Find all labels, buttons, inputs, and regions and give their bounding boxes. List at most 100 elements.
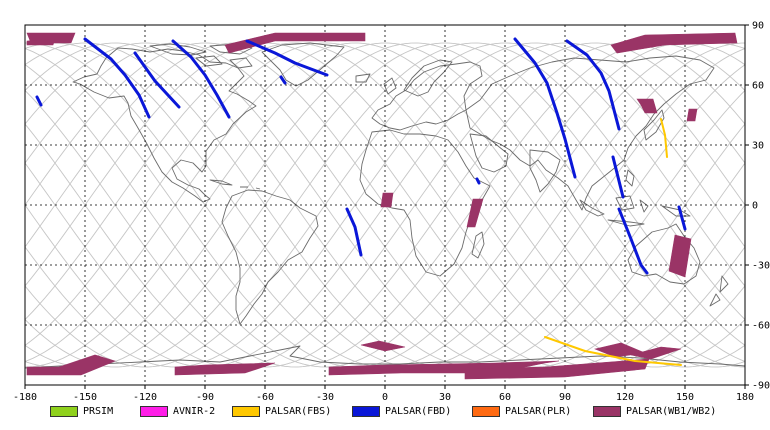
x-tick-label: -90 <box>196 392 214 403</box>
wb-swath <box>224 32 366 54</box>
legend-item-fbd: PALSAR(FBD) <box>352 404 451 418</box>
x-tick-label: 180 <box>736 392 754 403</box>
x-tick-label: 30 <box>439 392 451 403</box>
fbs-track <box>544 336 682 366</box>
x-tick-label: 150 <box>676 392 694 403</box>
south-america-coastline <box>221 189 319 325</box>
legend-item-wb: PALSAR(WB1/WB2) <box>593 404 716 418</box>
fbd-track <box>475 177 481 185</box>
new-zealand-coastline <box>709 275 729 307</box>
orbit-path <box>25 42 745 368</box>
x-tick-label: 90 <box>559 392 571 403</box>
wb-swath <box>668 234 692 278</box>
fbd-track <box>35 95 43 107</box>
x-tick-label: 0 <box>382 392 388 403</box>
legend-item-plr: PALSAR(PLR) <box>472 404 571 418</box>
legend-swatch <box>593 405 621 417</box>
x-tick-label: 120 <box>616 392 634 403</box>
fbd-tracks <box>35 37 687 275</box>
greenland-coastline <box>261 42 345 87</box>
legend-swatch <box>352 405 380 417</box>
caribbean-coastline <box>209 179 261 190</box>
wb-swath <box>360 340 406 352</box>
wb-swaths <box>26 32 738 380</box>
y-tick-label: 60 <box>752 81 764 92</box>
legend: PRSIM AVNIR-2 PALSAR(FBS) PALSAR(FBD) PA… <box>0 400 770 430</box>
y-tick-label: -60 <box>752 321 770 332</box>
orbit-path <box>25 42 745 368</box>
legend-item-avnir: AVNIR-2 <box>140 404 215 418</box>
legend-label: PALSAR(FBD) <box>385 405 452 417</box>
legend-item-fbs: PALSAR(FBS) <box>232 404 331 418</box>
orbit-path <box>25 42 745 368</box>
philippines-coastline <box>625 169 635 187</box>
wb-swath <box>26 354 116 376</box>
fbd-track <box>345 207 363 257</box>
wb-swath <box>610 32 738 54</box>
legend-label: PRSIM <box>83 405 114 417</box>
orbit-path <box>25 42 745 368</box>
orbit-path <box>25 42 745 368</box>
orbit-path <box>25 42 745 368</box>
wb-swath <box>686 108 698 122</box>
legend-swatch <box>50 405 78 417</box>
legend-label: PALSAR(FBS) <box>265 405 332 417</box>
north-america-coastline <box>72 47 257 203</box>
x-tick-label: -30 <box>316 392 334 403</box>
y-tick-label: 30 <box>752 141 764 152</box>
y-tick-label: 0 <box>752 201 758 212</box>
x-tick-label: 60 <box>499 392 511 403</box>
x-tick-label: -120 <box>133 392 157 403</box>
legend-label: AVNIR-2 <box>173 405 216 417</box>
fbd-track <box>171 39 231 119</box>
fbd-track <box>245 39 329 77</box>
legend-label: PALSAR(PLR) <box>505 405 572 417</box>
wb-swath <box>26 38 56 46</box>
legend-label: PALSAR(WB1/WB2) <box>626 405 717 417</box>
wb-swath <box>174 362 276 376</box>
india-coastline <box>529 149 561 193</box>
asia-coastline <box>465 55 715 211</box>
fbs-tracks <box>544 118 682 366</box>
wb-swath <box>380 192 394 208</box>
orbit-path <box>25 42 745 368</box>
y-tick-label: -90 <box>752 381 770 392</box>
orbit-path <box>25 42 745 368</box>
fbs-track <box>660 118 668 158</box>
wb-swath <box>466 198 484 228</box>
orbit-path <box>25 42 745 368</box>
legend-swatch <box>140 405 168 417</box>
axis-ticks: -180 -150 -120 -90 -60 -30 0 30 60 90 120 150 180 90 6… <box>13 21 770 404</box>
fbd-track <box>513 37 577 179</box>
indonesia-coastline <box>579 195 691 227</box>
y-tick-label: -30 <box>752 261 770 272</box>
orbit-path <box>25 42 745 368</box>
australia-coastline <box>627 223 701 285</box>
madagascar-coastline <box>471 231 485 259</box>
fbd-track <box>133 51 181 109</box>
x-tick-label: -60 <box>256 392 274 403</box>
orbit-path <box>25 42 745 368</box>
orbit-path <box>25 42 745 368</box>
fbd-track <box>617 207 649 275</box>
fbd-track <box>279 75 287 85</box>
orbit-path <box>25 42 745 368</box>
y-tick-label: 90 <box>752 21 764 32</box>
wb-swath <box>636 98 658 114</box>
fbd-track <box>611 155 625 199</box>
wb-swath <box>464 358 650 380</box>
arctic-islands-coastline <box>149 43 253 69</box>
fbd-track <box>565 39 621 131</box>
legend-item-prsim: PRSIM <box>50 404 113 418</box>
scandinavia-coastline <box>403 59 453 97</box>
x-tick-label: -180 <box>13 392 37 403</box>
arabia-coastline <box>469 133 509 173</box>
legend-swatch <box>232 405 260 417</box>
japan-coastline <box>643 109 665 141</box>
africa-coastline <box>359 129 491 277</box>
europe-coastline <box>355 61 483 131</box>
x-tick-label: -150 <box>73 392 97 403</box>
wb-swath <box>630 346 682 360</box>
fbd-track <box>83 37 151 119</box>
